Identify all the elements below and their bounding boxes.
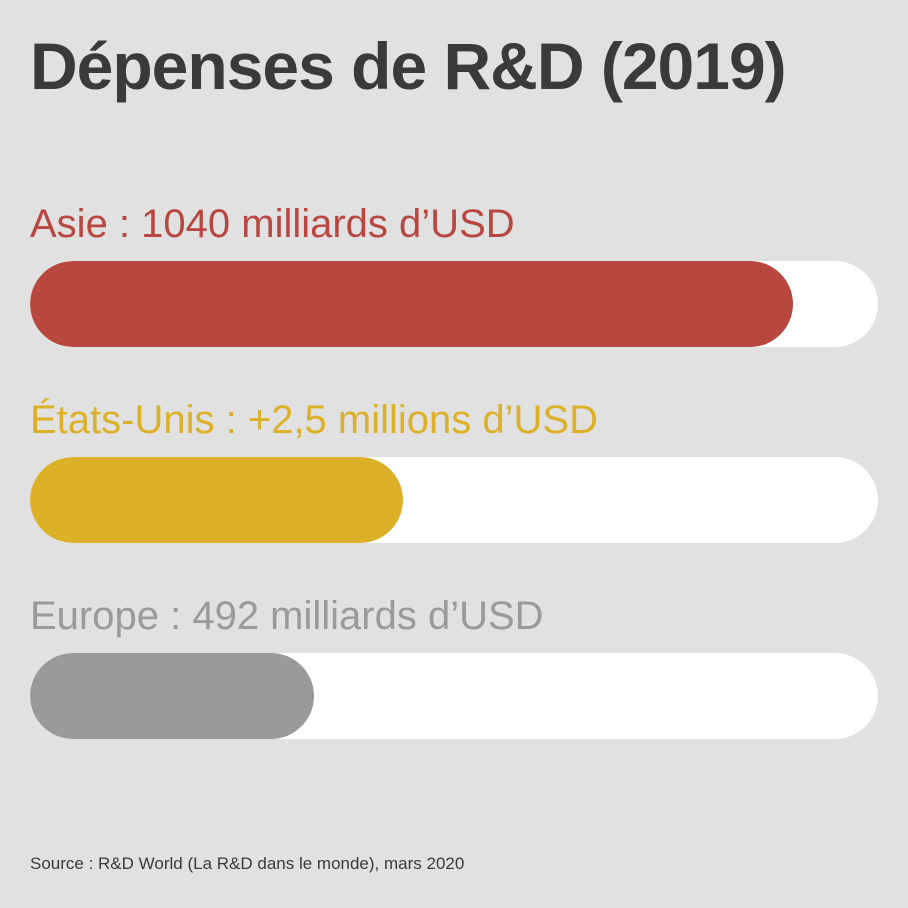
bar-track-etats-unis xyxy=(30,456,878,543)
bar-label-etats-unis: États-Unis : +2,5 millions d’USD xyxy=(30,397,598,442)
bar-track-europe xyxy=(30,652,878,739)
bar-fill-europe xyxy=(30,652,315,739)
bar-track-asie xyxy=(30,260,878,347)
bar-fill-etats-unis xyxy=(30,456,404,543)
bar-label-europe: Europe : 492 milliards d’USD xyxy=(30,593,544,638)
bar-group-etats-unis: États-Unis : +2,5 millions d’USD xyxy=(30,397,878,543)
source-text: Source : R&D World (La R&D dans le monde… xyxy=(30,854,465,873)
bar-label-asie: Asie : 1040 milliards d’USD xyxy=(30,201,515,246)
bar-group-europe: Europe : 492 milliards d’USD xyxy=(30,593,878,739)
bar-fill-asie xyxy=(30,260,794,347)
bar-chart: Asie : 1040 milliards d’USD États-Unis :… xyxy=(30,201,878,739)
bar-group-asie: Asie : 1040 milliards d’USD xyxy=(30,201,878,347)
page-title: Dépenses de R&D (2019) xyxy=(30,29,787,103)
